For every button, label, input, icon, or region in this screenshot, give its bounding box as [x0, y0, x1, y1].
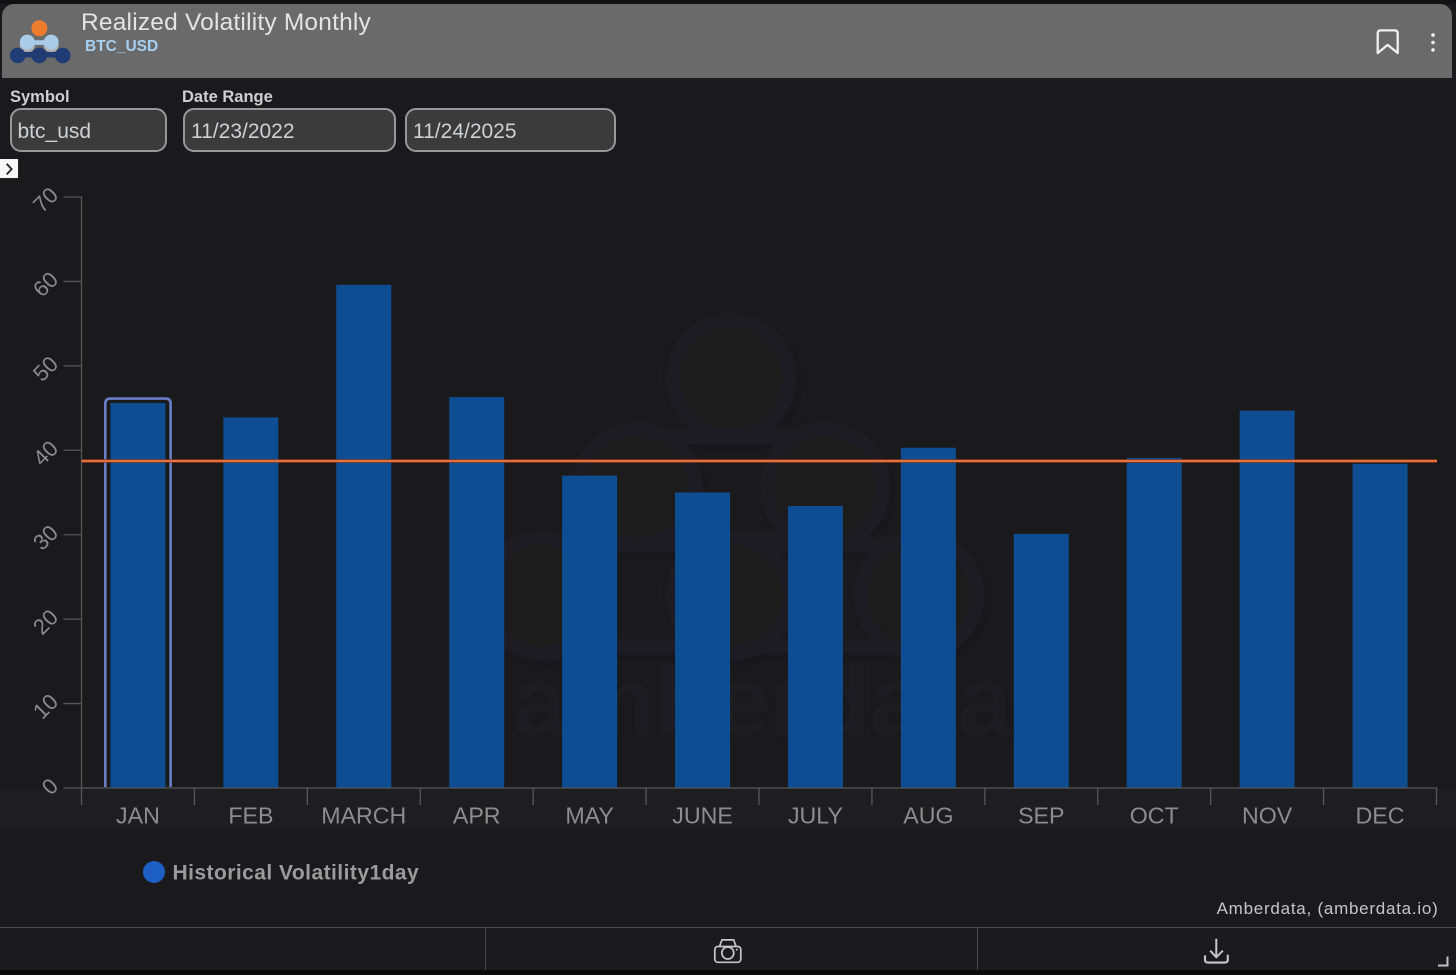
- svg-text:MAY: MAY: [565, 803, 614, 829]
- svg-text:10: 10: [28, 689, 63, 724]
- svg-text:APR: APR: [453, 803, 501, 829]
- svg-text:20: 20: [28, 605, 63, 640]
- svg-text:JAN: JAN: [116, 803, 160, 829]
- svg-text:AUG: AUG: [903, 803, 953, 829]
- svg-text:JUNE: JUNE: [672, 803, 733, 829]
- svg-text:70: 70: [28, 182, 63, 217]
- svg-text:JULY: JULY: [788, 803, 843, 829]
- svg-text:SEP: SEP: [1018, 803, 1064, 829]
- svg-text:30: 30: [28, 520, 63, 555]
- svg-text:50: 50: [28, 351, 63, 386]
- svg-text:FEB: FEB: [228, 803, 273, 829]
- svg-text:OCT: OCT: [1130, 803, 1179, 829]
- svg-text:60: 60: [28, 267, 63, 302]
- svg-text:NOV: NOV: [1242, 803, 1293, 829]
- svg-text:40: 40: [28, 436, 63, 471]
- svg-text:MARCH: MARCH: [321, 803, 406, 829]
- svg-text:DEC: DEC: [1356, 803, 1405, 829]
